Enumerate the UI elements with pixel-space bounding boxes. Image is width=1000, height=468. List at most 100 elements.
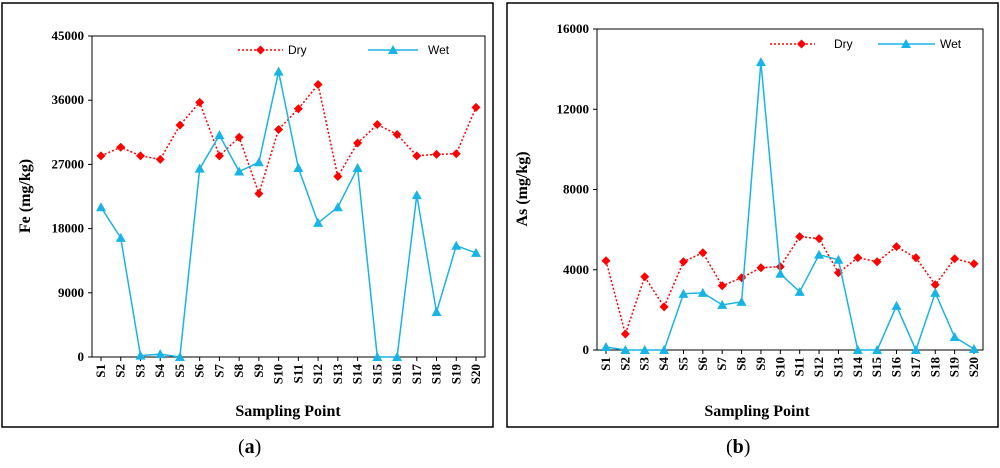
x-tick-label: S11 — [290, 364, 305, 384]
data-point-wet-s16 — [392, 352, 403, 361]
legend-wet-marker — [388, 45, 398, 54]
data-point-dry-s15 — [872, 257, 882, 267]
x-tick-label: S11 — [792, 357, 807, 377]
legend-wet-marker — [901, 39, 911, 48]
x-tick-label: S13 — [330, 364, 345, 385]
panel-a-ylabel: Fe (mg/kg) — [17, 159, 34, 233]
panel-b-caption: (b) — [726, 436, 751, 458]
data-point-dry-s14 — [853, 253, 863, 263]
x-tick-label: S17 — [409, 364, 424, 385]
y-tick-label: 8000 — [563, 182, 589, 197]
panel-a-plot-area — [91, 35, 486, 358]
data-point-wet-s4 — [659, 345, 670, 354]
data-point-dry-s13 — [333, 172, 343, 182]
x-tick-label: S9 — [251, 364, 266, 378]
data-point-wet-s3 — [639, 345, 650, 354]
x-tick-label: S13 — [830, 357, 845, 378]
data-point-wet-s12 — [313, 217, 324, 227]
data-point-dry-s6 — [195, 97, 205, 107]
data-point-dry-s11 — [293, 104, 303, 114]
data-point-wet-s5 — [678, 288, 689, 298]
data-point-dry-s2 — [116, 142, 126, 152]
x-tick-label: S18 — [429, 364, 444, 385]
data-point-wet-s7 — [214, 130, 225, 140]
data-point-wet-s9 — [755, 57, 766, 67]
data-point-wet-s17 — [411, 190, 422, 200]
x-tick-label: S15 — [369, 364, 384, 385]
panel-a-xlabel: Sampling Point — [235, 403, 341, 420]
data-point-dry-s17 — [412, 151, 422, 161]
x-tick-label: S18 — [927, 357, 942, 378]
panel-a-caption-letter: a — [244, 436, 255, 458]
data-point-wet-s16 — [891, 300, 902, 310]
legend-dry-label: Dry — [834, 37, 853, 51]
data-point-wet-s8 — [234, 166, 245, 176]
data-point-dry-s20 — [969, 259, 979, 269]
legend-dry-label: Dry — [288, 43, 307, 57]
x-tick-label: S1 — [598, 357, 613, 371]
data-point-dry-s10 — [274, 124, 284, 134]
panel-b-series — [601, 57, 979, 354]
x-tick-label: S20 — [468, 364, 483, 384]
data-point-wet-s7 — [717, 299, 728, 309]
x-tick-label: S9 — [753, 357, 768, 371]
series-line-dry — [605, 235, 975, 337]
x-tick-label: S5 — [675, 357, 690, 371]
data-point-dry-s1 — [601, 256, 611, 266]
data-point-dry-s2 — [620, 329, 630, 339]
x-tick-label: S2 — [617, 357, 632, 371]
data-point-wet-s2 — [115, 232, 126, 242]
x-tick-label: S12 — [811, 357, 826, 377]
x-tick-label: S12 — [310, 364, 325, 384]
legend-wet-label: Wet — [940, 37, 962, 51]
data-point-wet-s4 — [155, 349, 166, 359]
data-point-dry-s20 — [471, 102, 481, 112]
data-point-dry-s14 — [353, 138, 363, 148]
x-tick-label: S10 — [271, 364, 286, 384]
data-point-dry-s16 — [392, 129, 402, 139]
x-tick-label: S17 — [908, 357, 923, 378]
x-tick-label: S8 — [231, 364, 246, 378]
data-point-dry-s7 — [717, 281, 727, 291]
y-tick-label: 16000 — [557, 21, 590, 36]
x-tick-label: S15 — [869, 357, 884, 378]
data-point-wet-s5 — [174, 352, 185, 361]
panel-b-x-axis: S1 S2 S3 S4 S5 S6 S7 S8 S9 S10 S11 S12 S13 S14 S15 S16 S… — [598, 350, 981, 377]
x-tick-label: S19 — [448, 364, 463, 385]
x-tick-label: S16 — [389, 364, 404, 385]
data-point-dry-s4 — [659, 302, 669, 312]
data-point-wet-s11 — [794, 286, 805, 296]
panel-a: Fe (mg/kg) Sampling Point 0 9000 18000 2700… — [1, 2, 494, 428]
y-tick-label: 9000 — [58, 285, 84, 300]
data-point-dry-s15 — [372, 119, 382, 129]
data-point-wet-s2 — [620, 345, 631, 354]
data-point-wet-s3 — [135, 350, 146, 360]
data-point-wet-s6 — [194, 163, 205, 173]
data-point-wet-s13 — [833, 254, 844, 264]
data-point-dry-s12 — [814, 234, 824, 244]
data-point-wet-s19 — [949, 331, 960, 341]
data-point-dry-s12 — [313, 80, 323, 90]
data-point-wet-s20 — [471, 247, 481, 257]
x-tick-label: S14 — [850, 357, 865, 378]
y-tick-label: 0 — [78, 349, 85, 364]
y-tick-label: 0 — [583, 342, 590, 357]
series-line-wet — [100, 71, 477, 358]
y-tick-label: 45000 — [52, 28, 85, 43]
x-tick-label: S4 — [656, 357, 671, 371]
x-tick-label: S8 — [734, 357, 749, 371]
x-tick-label: S14 — [350, 364, 365, 385]
data-point-wet-s18 — [930, 287, 941, 297]
panel-b-y-axis: 0 4000 8000 12000 16000 — [557, 21, 597, 357]
x-tick-label: S1 — [93, 364, 108, 378]
data-point-dry-s3 — [640, 272, 650, 282]
panel-a-series — [96, 66, 481, 361]
data-point-wet-s19 — [451, 240, 462, 250]
panel-a-frame — [1, 2, 494, 428]
data-point-wet-s10 — [775, 268, 786, 278]
data-point-wet-s14 — [852, 345, 863, 354]
panel-b-ylabel: As (mg/kg) — [514, 151, 531, 226]
data-point-dry-s3 — [135, 151, 145, 161]
x-tick-label: S3 — [132, 364, 147, 378]
data-point-wet-s13 — [332, 202, 343, 212]
